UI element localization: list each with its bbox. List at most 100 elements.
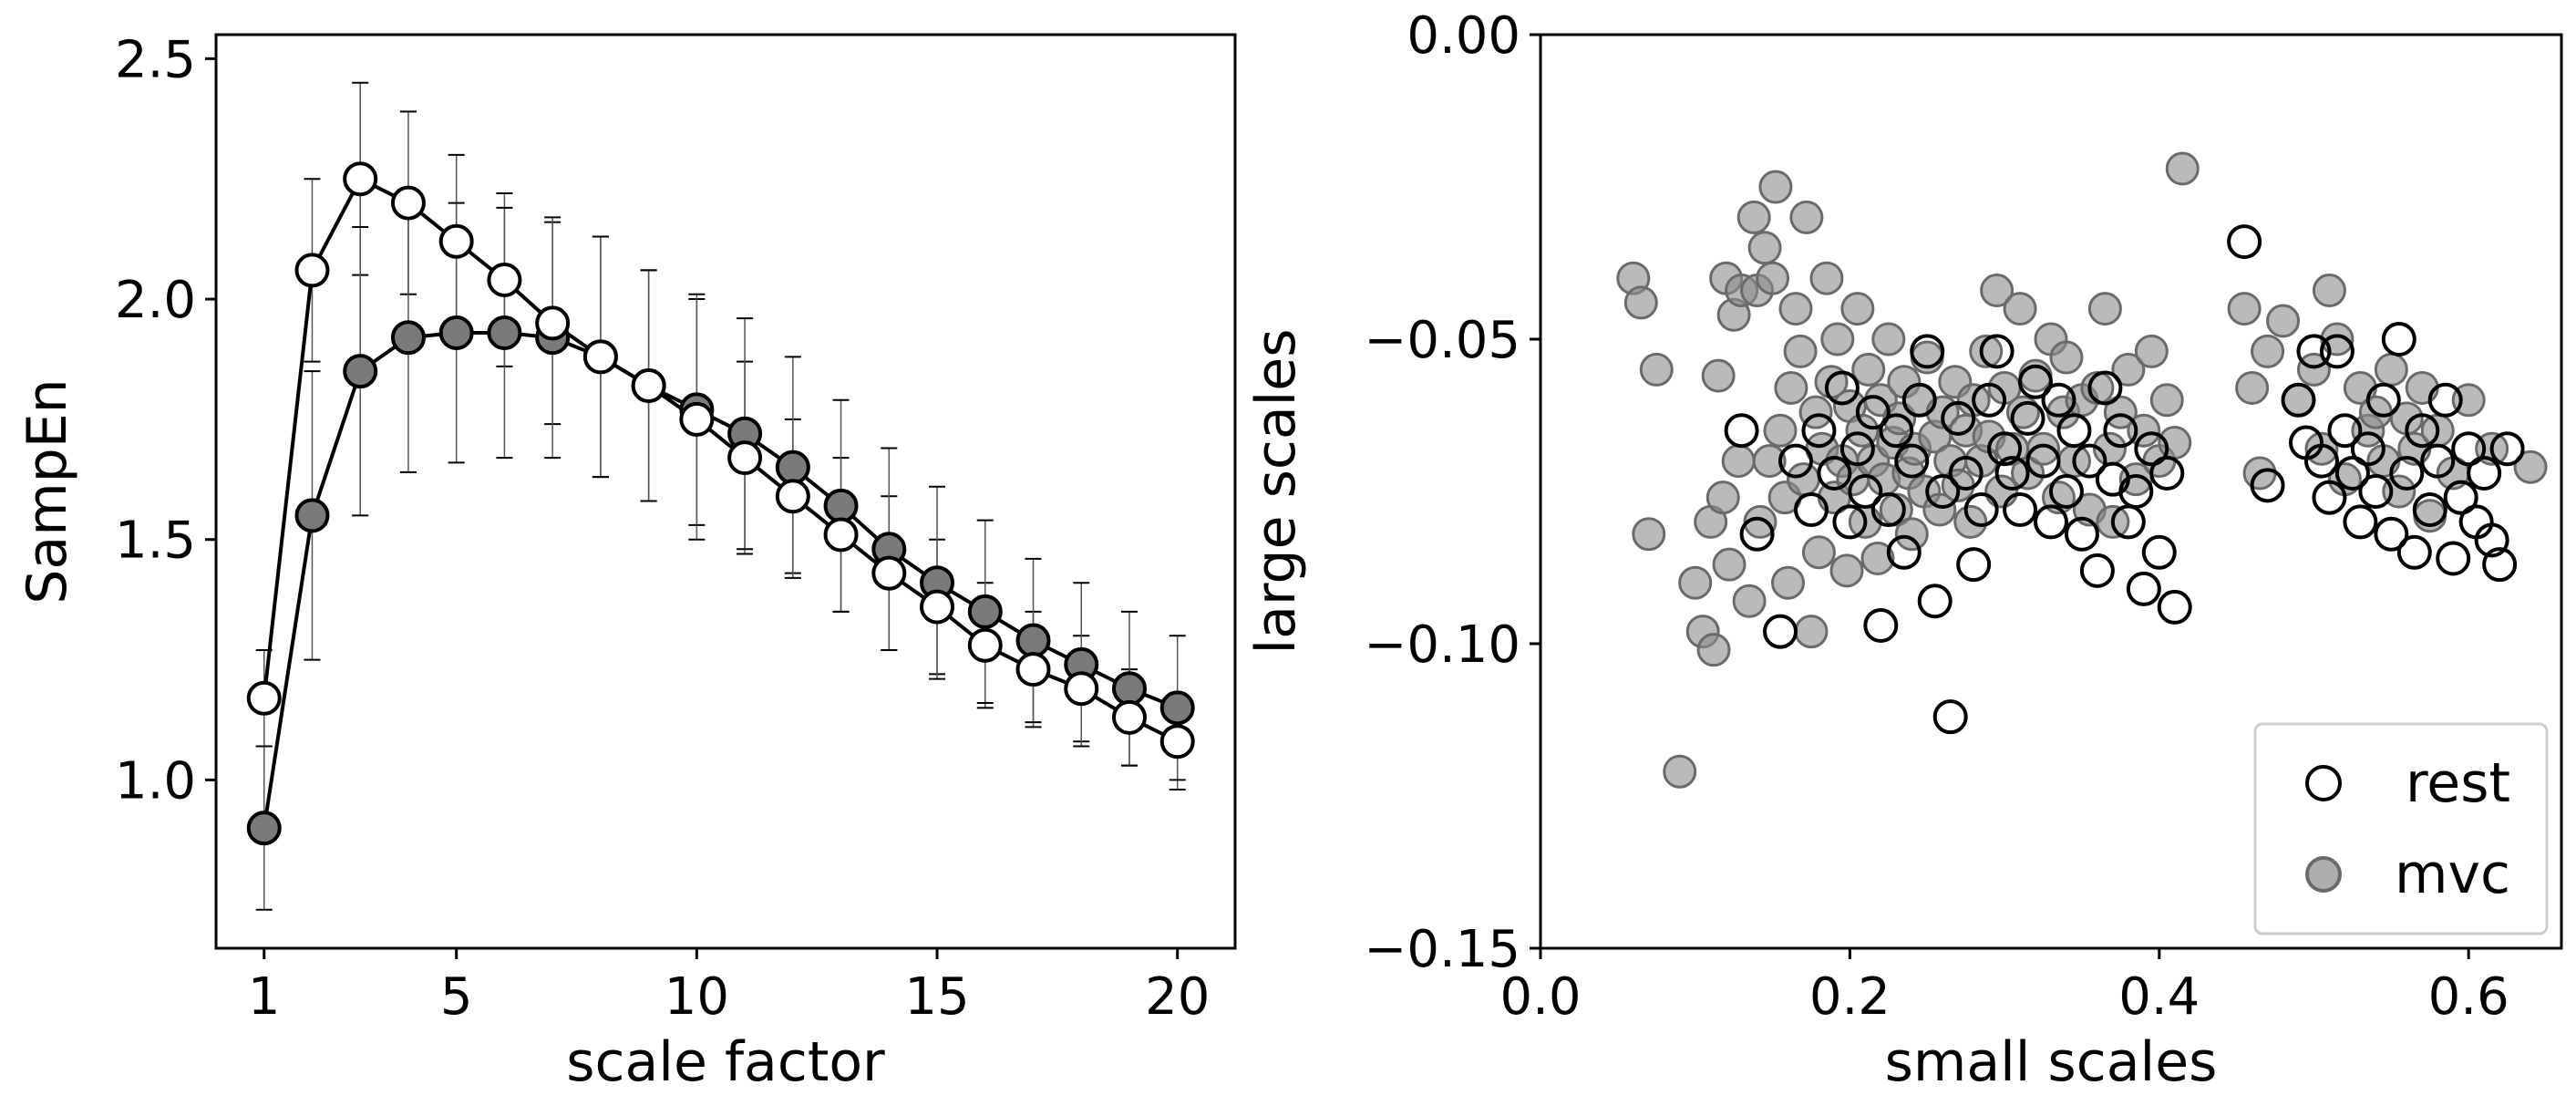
- scatter-point-mvc: [2374, 352, 2408, 387]
- scatter-point-rest: [2451, 431, 2487, 467]
- scatter-point-mvc: [1639, 352, 1674, 387]
- data-point-rest: [487, 262, 522, 297]
- scatter-point-rest: [2296, 334, 2332, 369]
- data-point-rest: [1111, 699, 1147, 735]
- scatter-point-rest: [2087, 370, 2123, 406]
- scatter-point-rest: [2281, 382, 2316, 418]
- data-point-rest: [727, 440, 763, 476]
- scatter-point-mvc: [1778, 292, 1813, 326]
- scatter-point-rest: [1956, 547, 1992, 583]
- scatter-point-mvc: [1860, 541, 1895, 575]
- data-point-mvc: [1159, 690, 1195, 726]
- scatter-point-rest: [2048, 474, 2084, 509]
- scatter-point-rest: [2381, 322, 2416, 356]
- left-y-tick-label: 2.0: [115, 271, 196, 330]
- left-y-axis-label: SampEn: [15, 378, 79, 604]
- scatter-point-rest: [2134, 431, 2169, 467]
- scatter-point-rest: [1817, 455, 1852, 491]
- data-point-mvc: [775, 450, 810, 485]
- scatter-point-mvc: [1820, 322, 1855, 356]
- left-y-tick-label: 2.5: [115, 30, 196, 89]
- data-point-rest: [1064, 671, 1099, 707]
- data-point-rest: [438, 223, 474, 259]
- right-y-tick-label: −0.10: [1364, 615, 1520, 675]
- data-point-rest: [582, 339, 618, 375]
- scatter-point-rest: [1763, 614, 1798, 649]
- scatter-point-rest: [1963, 492, 1999, 528]
- left-x-tick-label: 20: [1145, 967, 1210, 1027]
- scatter-point-rest: [2056, 413, 2092, 449]
- scatter-point-rest: [2420, 443, 2456, 479]
- scatter-point-mvc: [2003, 292, 2037, 326]
- scatter-point-rest: [2303, 443, 2339, 479]
- scatter-point-rest: [2474, 522, 2509, 558]
- scatter-point-mvc: [2251, 334, 2285, 368]
- scatter-point-rest: [1848, 474, 1883, 509]
- scatter-point-mvc: [2103, 395, 2138, 429]
- data-point-mvc: [967, 594, 1003, 629]
- scatter-point-rest: [2064, 516, 2099, 552]
- scatter-point-rest: [1879, 413, 1914, 449]
- data-point-rest: [343, 161, 378, 197]
- scatter-point-rest: [2110, 504, 2146, 540]
- scatter-point-mvc: [1894, 517, 1929, 552]
- scatter-point-mvc: [1678, 565, 1713, 600]
- scatter-point-rest: [2427, 382, 2463, 418]
- scatter-point-rest: [2436, 541, 2471, 576]
- scatter-point-mvc: [1789, 200, 1824, 234]
- scatter-point-rest: [1987, 431, 2023, 467]
- data-point-rest: [294, 253, 330, 288]
- scatter-point-rest: [2118, 474, 2154, 509]
- data-point-rest: [631, 367, 666, 403]
- scatter-point-mvc: [2149, 383, 2184, 418]
- scatter-point-rest: [1801, 413, 1837, 449]
- legend-label-mvc: mvc: [2395, 842, 2510, 906]
- legend-marker-rest: [2305, 765, 2342, 801]
- series-line-mvc: [262, 330, 1179, 829]
- scatter-point-mvc: [1663, 754, 1697, 789]
- scatter-point-mvc: [1794, 615, 1829, 649]
- data-point-mvc: [343, 354, 378, 389]
- left-x-tick-label: 5: [440, 967, 473, 1027]
- scatter-point-mvc: [1623, 285, 1658, 320]
- scatter-point-rest: [1778, 443, 1813, 479]
- scatter-point-rest: [2412, 492, 2447, 528]
- scatter-point-mvc: [2266, 304, 2301, 338]
- scatter-point-mvc: [1732, 584, 1767, 618]
- scatter-point-rest: [1917, 584, 1953, 619]
- legend: rest mvc: [2253, 722, 2549, 935]
- scatter-point-mvc: [1774, 370, 1808, 405]
- scatter-point-mvc: [1712, 547, 1747, 582]
- scatter-point-rest: [2350, 431, 2385, 467]
- scatter-point-mvc: [2087, 292, 2122, 326]
- scatter-point-rest: [2312, 480, 2347, 515]
- data-point-mvc: [487, 315, 522, 350]
- left-x-axis-label: scale factor: [566, 1030, 885, 1094]
- scatter-point-mvc: [1829, 553, 1864, 588]
- data-point-mvc: [390, 320, 426, 356]
- scatter-point-rest: [1901, 382, 1937, 418]
- data-point-mvc: [823, 488, 859, 523]
- data-point-rest: [1159, 724, 1195, 760]
- scatter-point-rest: [2079, 553, 2115, 588]
- scatter-point-rest: [1979, 334, 2014, 369]
- scatter-point-mvc: [1840, 292, 1875, 326]
- scatter-point-rest: [1793, 492, 1829, 528]
- right-y-tick-label: −0.15: [1364, 920, 1520, 979]
- scatter-point-rest: [1724, 413, 1759, 449]
- scatter-point-rest: [1824, 370, 1860, 406]
- scatter-point-rest: [2358, 474, 2394, 509]
- data-point-mvc: [438, 315, 474, 350]
- right-plot-frame: [1539, 33, 2563, 950]
- right-x-tick-label: 0.4: [2118, 967, 2200, 1027]
- data-point-rest: [679, 401, 715, 437]
- left-x-tick-label: 1: [248, 967, 281, 1027]
- right-y-tick-label: −0.05: [1364, 311, 1520, 370]
- scatter-point-rest: [2149, 455, 2185, 491]
- left-x-tick-label: 15: [904, 967, 969, 1027]
- data-point-mvc: [1111, 671, 1147, 707]
- data-point-mvc: [1015, 623, 1051, 658]
- scatter-point-mvc: [1743, 504, 1777, 539]
- scatter-point-rest: [1948, 455, 1984, 491]
- scatter-point-mvc: [1763, 413, 1798, 448]
